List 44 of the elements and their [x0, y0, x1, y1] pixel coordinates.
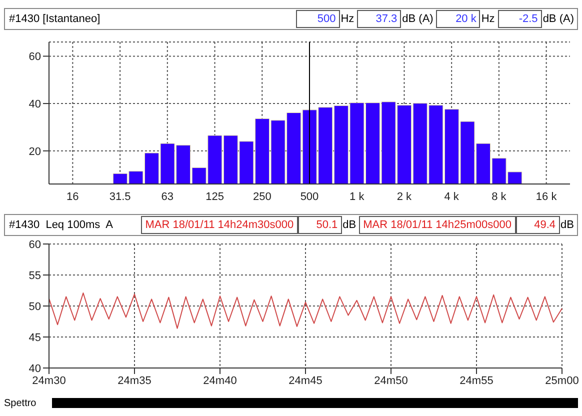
x-tick-label: 24m55 — [460, 374, 494, 387]
x-tick-label: 250 — [252, 190, 272, 203]
text: 49.4 — [516, 216, 560, 234]
x-tick-label: 24m35 — [118, 374, 152, 387]
chart-title: #1430 Leq 100ms A — [9, 219, 114, 231]
text: Spettro — [4, 398, 38, 408]
x-tick-label: 500 — [300, 190, 319, 203]
x-tick-label: 8 k — [492, 190, 507, 203]
y-tick-label: 60 — [28, 51, 41, 64]
y-tick-label: 45 — [28, 332, 41, 344]
y-tick-label: 40 — [28, 98, 41, 110]
text: -2.5 — [498, 10, 542, 28]
text: 20 k — [436, 10, 480, 28]
x-tick-label: 31.5 — [109, 190, 131, 203]
y-tick-label: 40 — [28, 362, 41, 375]
text: 500 — [296, 10, 340, 28]
x-tick-label: 1 k — [350, 190, 365, 203]
text: 50.1 — [298, 216, 342, 234]
y-tick-label: 60 — [28, 238, 41, 251]
x-tick-label: 24m50 — [374, 374, 408, 387]
x-tick-label: 2 k — [396, 190, 412, 203]
x-tick-label: 125 — [206, 190, 224, 203]
y-tick-label: 55 — [28, 270, 41, 282]
x-tick-label: 24m45 — [288, 374, 322, 387]
text: 37.3 — [357, 10, 402, 28]
text: dB (A) — [542, 13, 575, 25]
chart-title: #1430 [Istantaneo] — [9, 13, 102, 25]
x-tick-label: 25m00 — [545, 374, 579, 387]
text: dB — [342, 219, 358, 231]
text: MAR 18/01/11 14h25m00s000 — [359, 216, 516, 234]
y-tick-label: 50 — [28, 300, 41, 313]
x-tick-label: 16 — [66, 190, 79, 203]
text: dB — [560, 219, 575, 231]
x-tick-label: 24m30 — [32, 374, 66, 387]
y-tick-label: 20 — [28, 146, 41, 158]
x-tick-label: 24m40 — [203, 374, 237, 387]
text: Hz — [480, 13, 496, 25]
text: MAR 18/01/11 14h24m30s000 — [141, 216, 298, 234]
x-tick-label: 16 k — [536, 190, 558, 203]
text: dB (A) — [401, 13, 434, 25]
text: Hz — [340, 13, 356, 25]
x-tick-label: 63 — [161, 190, 174, 203]
line-series — [48, 292, 562, 329]
x-tick-label: 4 k — [444, 190, 460, 203]
